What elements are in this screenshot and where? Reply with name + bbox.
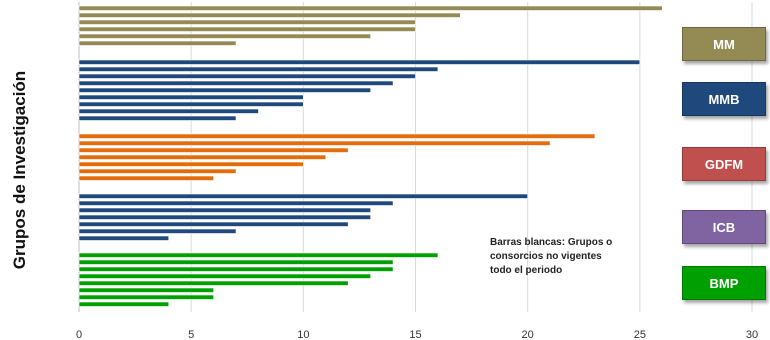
bar-bmp [78, 294, 214, 300]
bar-bmp [78, 280, 349, 286]
y-axis-label: Grupos de Investigación [10, 70, 29, 270]
legend-item-icb: ICB [682, 210, 766, 244]
legend-item-bmp: BMP [682, 266, 766, 300]
legend-item-gdfm: GDFM [682, 147, 766, 181]
bar-bmp [78, 259, 394, 265]
bar-gdfm [78, 154, 327, 160]
bar-mm [78, 12, 461, 18]
bar-icb [78, 228, 237, 234]
bar-mm [78, 33, 371, 39]
x-tick-label: 20 [522, 329, 534, 340]
bar-icb [78, 193, 528, 199]
bar-gdfm [78, 147, 349, 153]
bar-mmb [78, 87, 371, 93]
bar-gdfm [78, 140, 551, 146]
bar-bmp [78, 252, 439, 258]
bar-mm [78, 19, 416, 25]
bar-mmb [78, 115, 237, 121]
x-tick-label: 15 [409, 329, 421, 340]
bar-mmb [78, 94, 304, 100]
bar-mm [78, 5, 663, 11]
bar-mmb [78, 108, 259, 114]
x-tick-label: 30 [746, 329, 758, 340]
bar-bmp [78, 266, 394, 272]
bar-icb [78, 214, 371, 220]
chart-note: Barras blancas: Grupos o consorcios no v… [490, 237, 613, 276]
bar-bmp [78, 273, 371, 279]
bar-mm [78, 26, 416, 32]
bar-icb [78, 235, 170, 241]
bar-gdfm [78, 168, 237, 174]
legend-item-mmb: MMB [682, 82, 766, 116]
x-tick-label: 0 [76, 329, 82, 340]
x-tick-label: 10 [297, 329, 309, 340]
bar-mmb [78, 101, 304, 107]
bar-mmb [78, 66, 439, 72]
bar-bmp [78, 301, 170, 307]
bar-gdfm [78, 133, 596, 139]
bar-gdfm [78, 175, 214, 181]
bar-mm [78, 40, 237, 46]
bar-mmb [78, 80, 394, 86]
bar-icb [78, 207, 371, 213]
x-tick-label: 25 [634, 329, 646, 340]
bar-mmb [78, 73, 416, 79]
x-tick-label: 5 [188, 329, 194, 340]
bar-bmp [78, 287, 214, 293]
legend-item-mm: MM [682, 27, 766, 61]
bar-gdfm [78, 161, 304, 167]
bar-icb [78, 200, 394, 206]
bar-mmb [78, 59, 641, 65]
bar-icb [78, 221, 349, 227]
